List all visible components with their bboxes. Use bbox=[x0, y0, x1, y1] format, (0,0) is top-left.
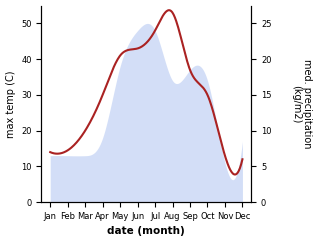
Y-axis label: med. precipitation
(kg/m2): med. precipitation (kg/m2) bbox=[291, 59, 313, 149]
Y-axis label: max temp (C): max temp (C) bbox=[5, 70, 16, 138]
X-axis label: date (month): date (month) bbox=[107, 227, 185, 236]
